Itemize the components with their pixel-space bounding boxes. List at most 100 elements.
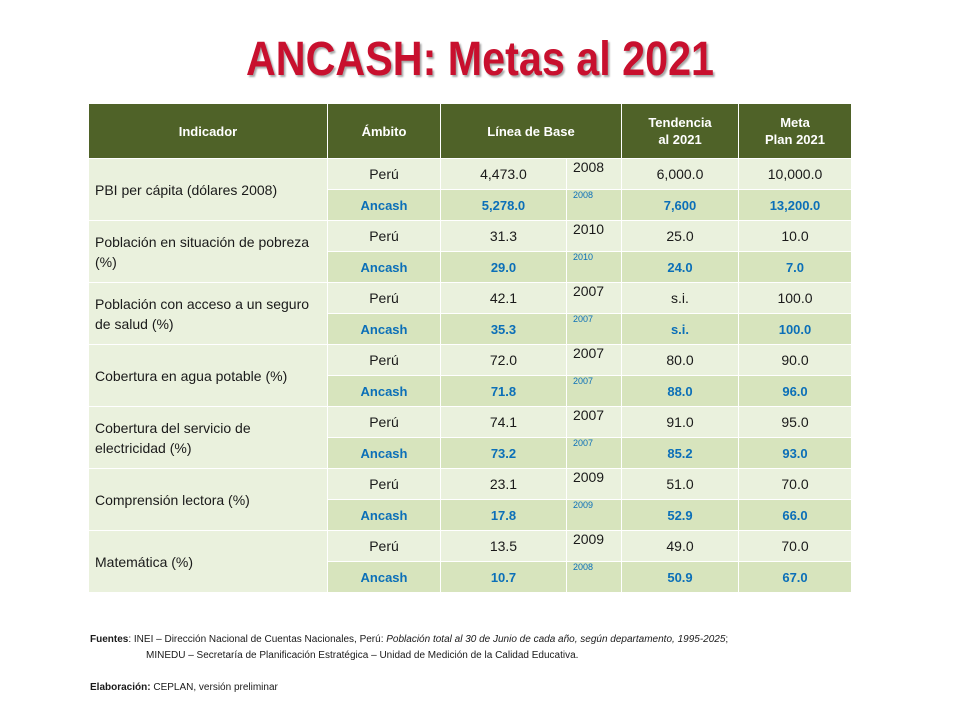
metas-table: Indicador Ámbito Línea de Base Tendencia…	[88, 103, 852, 593]
base-year: 2009	[565, 499, 623, 531]
ambito-cell: Perú	[327, 468, 441, 500]
tendencia-value: s.i.	[621, 282, 739, 314]
base-value: 29.0	[440, 251, 567, 283]
base-value: 71.8	[440, 375, 567, 407]
header-meta-line2: Plan 2021	[765, 132, 825, 147]
table-row: Matemática (%) Perú 13.5 2009 49.0 70.0	[88, 530, 852, 593]
base-year: 2010	[565, 220, 623, 252]
sources-line-2: MINEDU – Secretaría de Planificación Est…	[146, 650, 579, 661]
base-year: 2008	[565, 189, 623, 221]
indicator-name: PBI per cápita (dólares 2008)	[88, 158, 328, 221]
tendencia-value: 91.0	[621, 406, 739, 438]
meta-value: 7.0	[738, 251, 852, 283]
base-year: 2009	[565, 530, 623, 562]
meta-value: 70.0	[738, 530, 852, 562]
base-value: 17.8	[440, 499, 567, 531]
base-year: 2010	[565, 251, 623, 283]
header-tendencia-line1: Tendencia	[648, 115, 712, 130]
page-title: ANCASH: Metas al 2021	[245, 33, 715, 86]
tendencia-value: 50.9	[621, 561, 739, 593]
base-year: 2007	[565, 344, 623, 376]
sources-label: Fuentes	[90, 634, 129, 645]
meta-value: 66.0	[738, 499, 852, 531]
table-header-row: Indicador Ámbito Línea de Base Tendencia…	[88, 103, 852, 159]
table-row: Población en situación de pobreza (%) Per…	[88, 220, 852, 283]
indicator-name: Matemática (%)	[88, 530, 328, 593]
header-tendencia: Tendencia al 2021	[621, 103, 739, 159]
ambito-cell: Ancash	[327, 437, 441, 469]
tendencia-value: s.i.	[621, 313, 739, 345]
elaboration-label: Elaboración:	[90, 682, 151, 693]
ambito-cell: Perú	[327, 158, 441, 190]
base-value: 23.1	[440, 468, 567, 500]
meta-value: 90.0	[738, 344, 852, 376]
sources-note: Fuentes: INEI – Dirección Nacional de Cu…	[90, 632, 890, 664]
base-year: 2007	[565, 313, 623, 345]
base-year: 2008	[565, 158, 623, 190]
base-value: 5,278.0	[440, 189, 567, 221]
base-year: 2007	[565, 375, 623, 407]
meta-value: 95.0	[738, 406, 852, 438]
base-value: 13.5	[440, 530, 567, 562]
indicator-name: Población en situación de pobreza (%)	[88, 220, 328, 283]
tendencia-value: 49.0	[621, 530, 739, 562]
ambito-cell: Perú	[327, 530, 441, 562]
table-row: Ancash 29.0 2010 24.0 7.0	[89, 251, 852, 283]
tendencia-value: 88.0	[621, 375, 739, 407]
ambito-cell: Perú	[327, 406, 441, 438]
sources-text-b: Población total al 30 de Junio de cada a…	[386, 634, 726, 645]
base-year: 2009	[565, 468, 623, 500]
base-year: 2007	[565, 406, 623, 438]
base-value: 72.0	[440, 344, 567, 376]
ambito-cell: Perú	[327, 344, 441, 376]
header-ambito: Ámbito	[327, 103, 441, 159]
header-linea-base: Línea de Base	[440, 103, 622, 159]
table-row: Población con acceso a un seguro de salu…	[88, 282, 852, 345]
table-row: Cobertura del servicio de electricidad (…	[88, 406, 852, 469]
header-tendencia-line2: al 2021	[658, 132, 702, 147]
table-row: Ancash 5,278.0 2008 7,600 13,200.0	[89, 189, 852, 221]
meta-value: 13,200.0	[738, 189, 852, 221]
tendencia-value: 80.0	[621, 344, 739, 376]
indicator-name: Población con acceso a un seguro de salu…	[88, 282, 328, 345]
tendencia-value: 6,000.0	[621, 158, 739, 190]
tendencia-value: 85.2	[621, 437, 739, 469]
ambito-cell: Ancash	[327, 561, 441, 593]
sources-text-c: ;	[725, 634, 729, 645]
base-value: 4,473.0	[440, 158, 567, 190]
ambito-cell: Ancash	[327, 499, 441, 531]
ambito-cell: Ancash	[327, 251, 441, 283]
base-value: 10.7	[440, 561, 567, 593]
tendencia-value: 52.9	[621, 499, 739, 531]
ambito-cell: Perú	[327, 282, 441, 314]
ambito-cell: Ancash	[327, 375, 441, 407]
table-body: PBI per cápita (dólares 2008) Perú 4,473.0…	[88, 158, 852, 593]
meta-value: 10.0	[738, 220, 852, 252]
meta-value: 100.0	[738, 282, 852, 314]
elaboration-text: CEPLAN, versión preliminar	[150, 682, 278, 693]
meta-value: 10,000.0	[738, 158, 852, 190]
table-row: Cobertura en agua potable (%) Perú 72.0 200…	[88, 344, 852, 407]
base-value: 35.3	[440, 313, 567, 345]
tendencia-value: 24.0	[621, 251, 739, 283]
table-row: Comprensión lectora (%) Perú 23.1 2009 51.0 7…	[88, 468, 852, 531]
header-meta-line1: Meta	[780, 115, 810, 130]
tendencia-value: 7,600	[621, 189, 739, 221]
base-year: 2008	[565, 561, 623, 593]
header-meta: Meta Plan 2021	[738, 103, 852, 159]
sources-line-1: Fuentes: INEI – Dirección Nacional de Cu…	[90, 632, 890, 648]
ambito-cell: Perú	[327, 220, 441, 252]
sources-text-a: : INEI – Dirección Nacional de Cuentas N…	[128, 634, 387, 645]
ambito-cell: Ancash	[327, 189, 441, 221]
meta-value: 67.0	[738, 561, 852, 593]
base-year: 2007	[565, 282, 623, 314]
meta-value: 96.0	[738, 375, 852, 407]
base-value: 74.1	[440, 406, 567, 438]
elaboration-note: Elaboración: CEPLAN, versión preliminar	[90, 682, 278, 693]
meta-value: 100.0	[738, 313, 852, 345]
base-value: 42.1	[440, 282, 567, 314]
base-value: 73.2	[440, 437, 567, 469]
base-value: 31.3	[440, 220, 567, 252]
indicator-name: Cobertura en agua potable (%)	[88, 344, 328, 407]
table-row: Ancash 35.3 2007 s.i. 100.0	[89, 313, 852, 345]
